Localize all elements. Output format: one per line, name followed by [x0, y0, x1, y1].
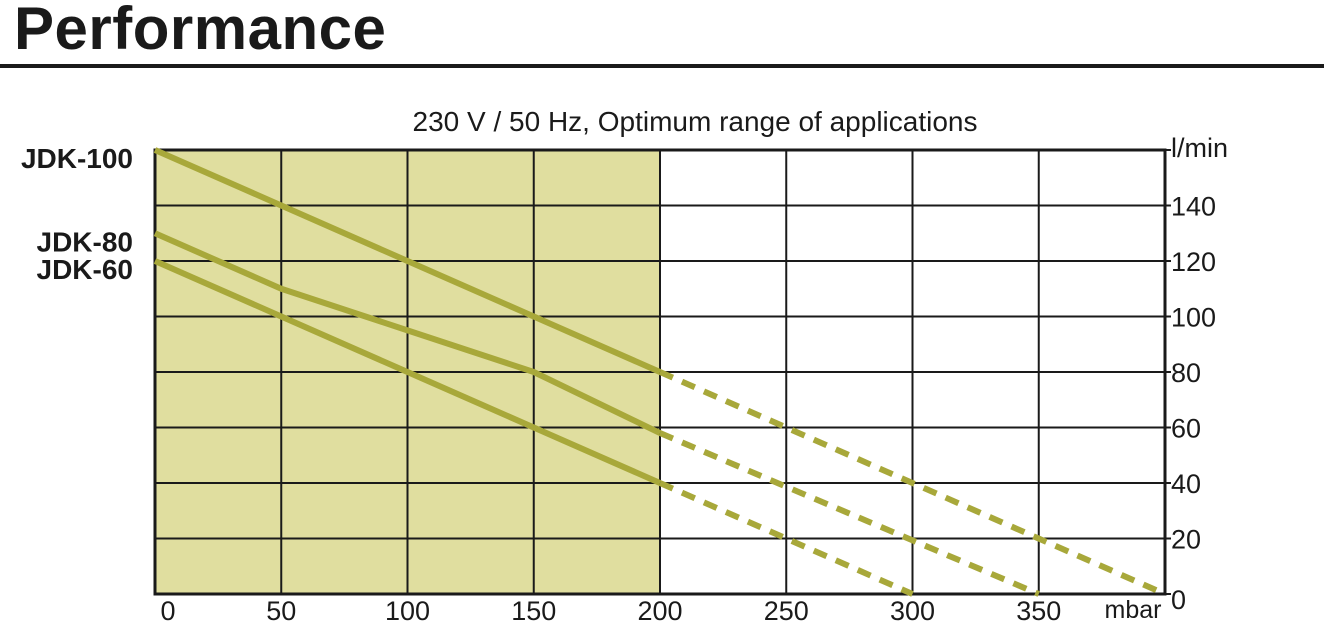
y-tick-label: 120: [1171, 247, 1216, 277]
y-tick-label: 60: [1171, 414, 1201, 444]
page-title: Performance: [14, 0, 387, 62]
x-axis-label: mbar: [1105, 596, 1162, 622]
y-axis-label: l/min: [1171, 133, 1228, 163]
x-tick-label: 0: [160, 596, 175, 622]
jdk-100-line: [153, 147, 662, 375]
jdk-60-line-dashed: [658, 480, 914, 597]
y-tick-label: 20: [1171, 525, 1201, 555]
jdk-100-line-dashed: [658, 369, 1167, 597]
y-tick-label: 40: [1171, 469, 1201, 499]
jdk-60-line: [153, 258, 662, 486]
y-tick-label: 140: [1171, 192, 1216, 222]
title-divider: [0, 64, 1324, 68]
x-tick-label: 50: [266, 596, 296, 622]
x-tick-label: 200: [637, 596, 682, 622]
jdk-80-line-dashed: [658, 430, 1040, 597]
x-tick-label: 350: [1016, 596, 1061, 622]
chart-title: 230 V / 50 Hz, Optimum range of applicat…: [413, 106, 978, 137]
y-tick-label: 0: [1171, 585, 1186, 615]
series-label-jdk-60: JDK-60: [37, 254, 133, 285]
y-tick-label: 80: [1171, 358, 1201, 388]
x-tick-label: 250: [764, 596, 809, 622]
x-tick-label: 150: [511, 596, 556, 622]
x-tick-label: 300: [890, 596, 935, 622]
series-label-jdk-100: JDK-100: [21, 143, 133, 174]
x-tick-label: 100: [385, 596, 430, 622]
series-label-jdk-80: JDK-80: [37, 226, 133, 257]
y-tick-label: 100: [1171, 303, 1216, 333]
jdk-80-line: [153, 230, 662, 436]
